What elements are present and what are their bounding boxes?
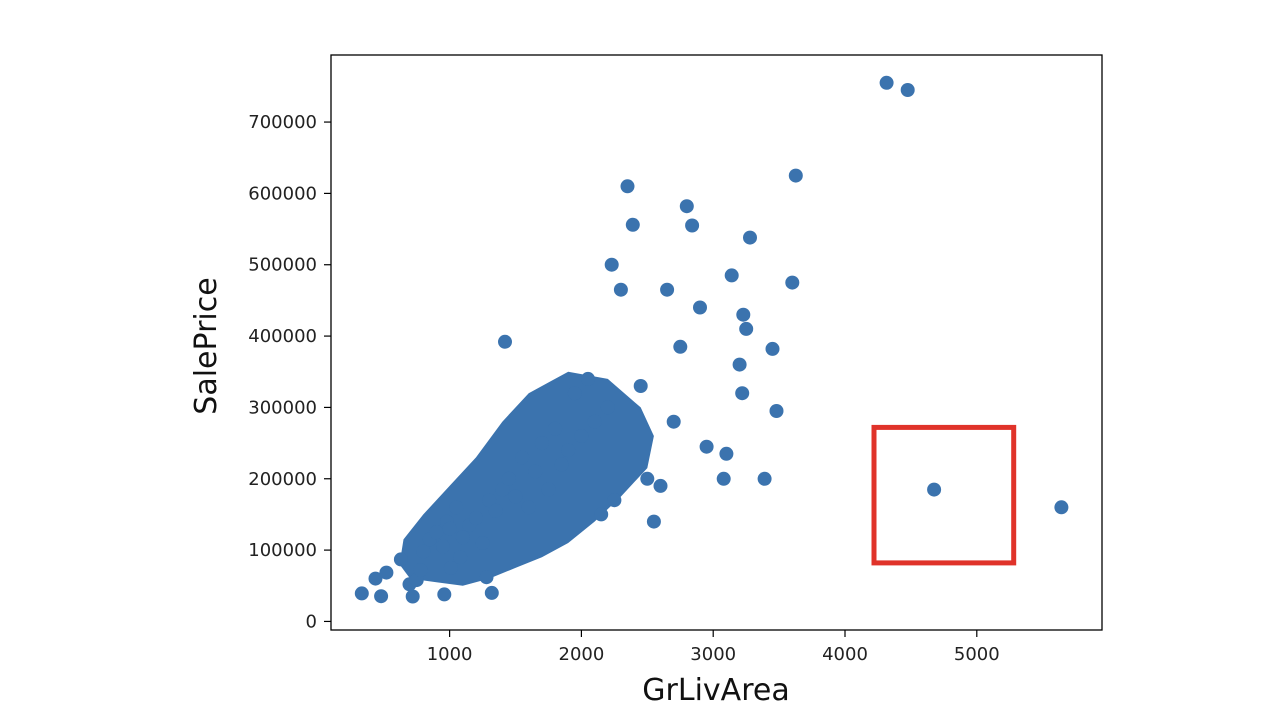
scatter-point <box>455 530 470 545</box>
y-tick-label: 200000 <box>248 469 317 490</box>
scatter-point <box>646 514 661 529</box>
scatter-point <box>498 334 512 349</box>
outlier-highlight-box <box>871 424 1017 566</box>
scatter-point <box>679 199 694 214</box>
scatter-point <box>587 414 602 429</box>
y-tick-label: 700000 <box>248 112 317 133</box>
scatter-point <box>508 489 523 504</box>
scatter-point <box>567 386 582 401</box>
scatter-point <box>449 500 464 515</box>
scatter-point <box>673 339 688 354</box>
scatter-point <box>625 217 640 232</box>
scatter-point <box>453 550 468 565</box>
plot-frame <box>330 54 1103 631</box>
scatter-point <box>475 536 490 550</box>
scatter-point <box>785 275 800 290</box>
scatter-point <box>469 511 483 525</box>
scatter-point <box>613 282 628 297</box>
scatter-point <box>479 570 494 585</box>
y-tick-label: 0 <box>306 611 317 632</box>
x-axis-label: GrLivArea <box>642 673 789 708</box>
scatter-point <box>724 268 739 283</box>
scatter-point <box>541 482 556 497</box>
scatter-point <box>900 83 915 97</box>
scatter-point <box>788 168 803 183</box>
scatter-point <box>633 379 648 393</box>
scatter-point <box>443 560 458 575</box>
x-axis-ticks: 1000 2000 3000 4000 5000 <box>427 630 1000 665</box>
x-tick-label: 2000 <box>559 644 605 665</box>
scatter-point <box>769 404 784 418</box>
scatter-point <box>548 421 563 436</box>
scatter-point <box>739 321 754 336</box>
y-axis-ticks: 0 100000 200000 300000 400000 500000 600000 700… <box>248 112 331 632</box>
scatter-point <box>429 525 444 540</box>
scatter-point <box>515 450 530 465</box>
scatter-point <box>640 471 655 486</box>
scatter-point <box>699 439 714 454</box>
x-tick-label: 3000 <box>690 644 736 665</box>
scatter-point <box>581 371 595 386</box>
scatter-point <box>379 565 394 580</box>
y-tick-label: 300000 <box>248 397 317 418</box>
scatter-point <box>484 585 499 600</box>
scatter-point <box>528 464 543 479</box>
x-tick-label: 1000 <box>427 644 473 665</box>
scatter-point <box>1054 500 1069 515</box>
y-tick-label: 500000 <box>248 255 317 276</box>
scatter-point <box>653 478 668 493</box>
scatter-point <box>354 586 369 601</box>
scatter-point <box>416 544 431 559</box>
scatter-point <box>368 571 383 586</box>
scatter-point <box>735 386 750 401</box>
scatter-point <box>374 589 389 604</box>
scatter-point <box>437 587 452 602</box>
x-tick-label: 5000 <box>954 644 1000 665</box>
scatter-point <box>393 552 408 567</box>
scatter-point <box>732 357 747 372</box>
scatter-point <box>743 230 757 245</box>
scatter-point <box>719 446 734 461</box>
scatter-point <box>482 493 497 508</box>
y-tick-label: 400000 <box>248 326 317 347</box>
scatter-point <box>604 257 619 272</box>
scatter-point <box>927 482 942 497</box>
scatter-point <box>413 563 428 578</box>
scatter-point <box>501 471 516 486</box>
scatter-point <box>521 500 536 515</box>
scatter-point <box>561 443 576 458</box>
scatter-point <box>405 589 420 604</box>
data-points <box>354 75 1069 604</box>
scatter-point <box>757 471 772 486</box>
scatter-point <box>765 341 780 356</box>
scatter-point <box>666 414 681 429</box>
scatter-point <box>660 282 675 297</box>
scatter-point <box>879 75 894 90</box>
x-tick-label: 4000 <box>822 644 868 665</box>
y-tick-label: 600000 <box>248 183 317 204</box>
scatter-point <box>436 539 450 554</box>
scatter-point <box>574 429 589 443</box>
scatter-point <box>693 300 707 315</box>
scatter-point <box>736 307 751 322</box>
scatter-point <box>716 471 731 486</box>
y-tick-label: 100000 <box>248 540 317 561</box>
scatter-point <box>594 507 609 522</box>
scatter-point <box>685 218 700 233</box>
scatter-point <box>620 179 635 194</box>
y-axis-label: SalePrice <box>189 277 224 414</box>
scatter-point <box>607 493 622 508</box>
scatter-point <box>534 436 549 451</box>
scatter-point <box>554 457 569 472</box>
scatter-point <box>442 521 457 536</box>
scatter-point <box>600 400 615 415</box>
scatter-point <box>488 503 503 518</box>
scatter-point <box>495 482 510 497</box>
